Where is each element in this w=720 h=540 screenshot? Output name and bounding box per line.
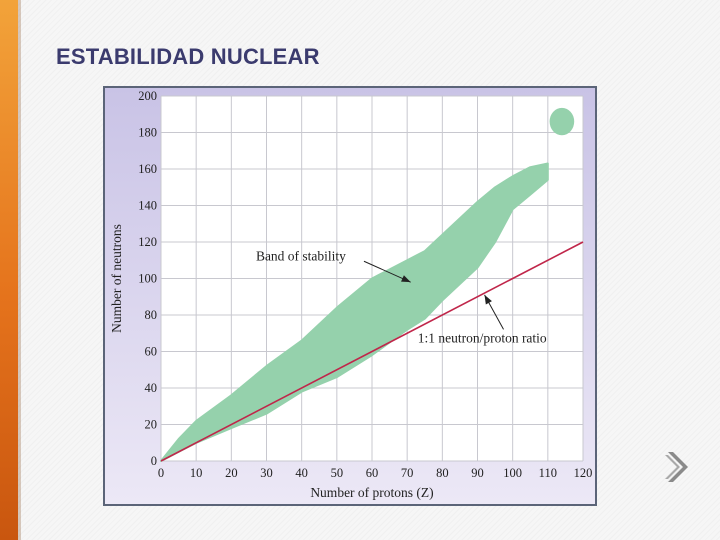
x-tick-label: 20 — [225, 466, 238, 480]
x-tick-label: 10 — [190, 466, 203, 480]
chevron-right-icon — [665, 452, 688, 482]
stability-band — [160, 162, 549, 462]
y-tick-label: 140 — [138, 199, 157, 213]
x-tick-label: 60 — [366, 466, 379, 480]
y-tick-label: 100 — [138, 272, 157, 286]
y-tick-label: 180 — [138, 126, 157, 140]
y-tick-label: 0 — [151, 454, 157, 468]
chart-svg: Band of stability 1:1 neutron/proton rati… — [105, 88, 595, 504]
chart-figure: Band of stability 1:1 neutron/proton rati… — [103, 86, 597, 506]
slide-accent-bar — [0, 0, 21, 540]
annotation-label: Band of stability — [256, 248, 346, 263]
tick-label-layer: 0 10 20 30 40 50 60 70 80 90 100 110 120 0 20 40 60 80 100… — [138, 89, 592, 480]
y-tick-label: 120 — [138, 235, 157, 249]
x-tick-label: 110 — [539, 466, 557, 480]
x-tick-label: 100 — [503, 466, 522, 480]
x-tick-label: 80 — [436, 466, 449, 480]
slide-title: ESTABILIDAD NUCLEAR — [56, 44, 320, 69]
annotation-layer: Band of stability 1:1 neutron/proton rati… — [256, 248, 547, 345]
band-layer — [160, 107, 575, 462]
x-tick-label: 0 — [158, 466, 164, 480]
y-tick-label: 20 — [145, 418, 158, 432]
x-tick-label: 70 — [401, 466, 414, 480]
next-slide-button[interactable] — [664, 449, 688, 485]
ratio-line — [160, 241, 584, 462]
y-axis-label: Number of neutrons — [109, 224, 124, 333]
x-axis-label: Number of protons (Z) — [310, 485, 433, 500]
y-tick-label: 200 — [138, 89, 157, 103]
line-layer — [160, 241, 584, 462]
annotation-arrow-head — [484, 294, 492, 305]
x-tick-label: 90 — [471, 466, 484, 480]
y-tick-label: 160 — [138, 162, 157, 176]
x-tick-label: 50 — [331, 466, 344, 480]
y-tick-label: 60 — [145, 345, 158, 359]
x-tick-label: 30 — [260, 466, 273, 480]
annotation-arrow-head — [401, 275, 411, 283]
annotation-label: 1:1 neutron/proton ratio — [418, 330, 547, 345]
x-tick-label: 40 — [295, 466, 308, 480]
y-tick-label: 80 — [145, 308, 158, 322]
stability-island — [549, 107, 575, 136]
x-tick-label: 120 — [574, 466, 593, 480]
y-tick-label: 40 — [145, 381, 158, 395]
